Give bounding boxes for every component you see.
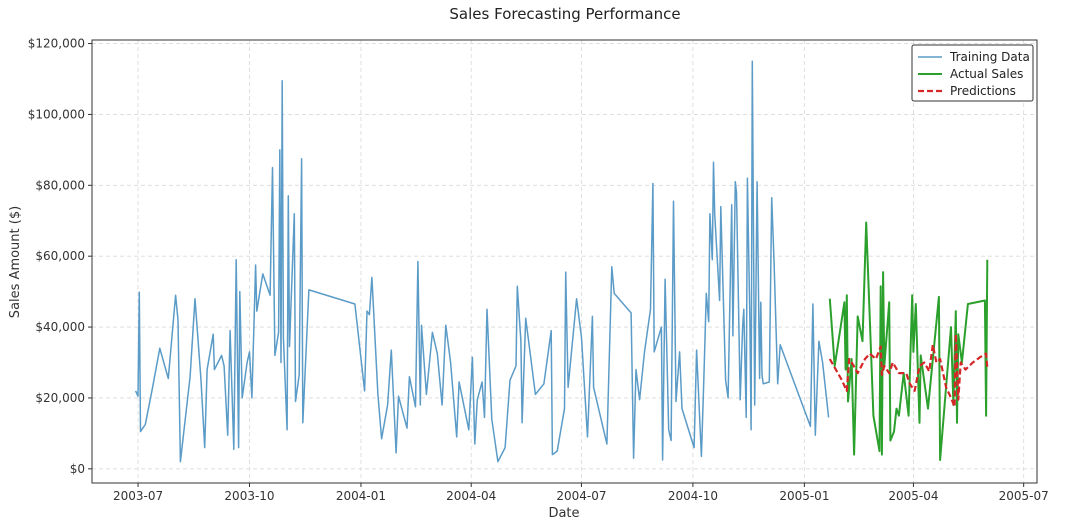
x-tick-label: 2005-01	[779, 489, 829, 503]
legend: Training Data Actual Sales Predictions	[911, 44, 1034, 102]
legend-label: Predictions	[950, 84, 1016, 98]
legend-box	[911, 44, 1034, 102]
y-tick-label: $120,000	[28, 37, 85, 51]
y-tick-label: $60,000	[35, 249, 85, 263]
series-line-predictions	[828, 333, 989, 408]
y-tick-label: $80,000	[35, 178, 85, 192]
y-axis-label: Sales Amount ($)	[8, 206, 23, 318]
x-axis-label: Date	[548, 506, 579, 521]
x-tick-label: 2004-04	[446, 489, 496, 503]
series-line-actual-sales	[828, 221, 989, 461]
plot-area	[134, 60, 989, 463]
y-tick-label: $40,000	[35, 320, 85, 334]
chart-title: Sales Forecasting Performance	[449, 5, 680, 23]
x-tick-label: 2005-04	[888, 489, 938, 503]
legend-label: Training Data	[949, 50, 1030, 64]
x-tick-label: 2003-07	[113, 489, 163, 503]
axis-ticks: 2003-07 2003-10 2004-01 2004-04 2004-07 2004-…	[28, 37, 1049, 503]
x-tick-label: 2003-10	[224, 489, 274, 503]
x-tick-label: 2004-07	[556, 489, 606, 503]
series-line-training-data	[134, 60, 830, 463]
x-tick-label: 2004-01	[336, 489, 386, 503]
x-tick-label: 2005-07	[999, 489, 1049, 503]
plot-frame	[91, 39, 1038, 484]
legend-label: Actual Sales	[950, 67, 1023, 81]
y-tick-label: $0	[70, 462, 85, 476]
x-tick-label: 2004-10	[668, 489, 718, 503]
y-tick-label: $100,000	[28, 107, 85, 121]
y-tick-label: $20,000	[35, 391, 85, 405]
